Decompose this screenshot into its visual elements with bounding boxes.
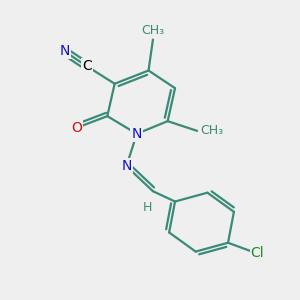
Text: N: N [121, 159, 132, 173]
Text: Cl: Cl [251, 246, 264, 260]
Text: H: H [143, 201, 152, 214]
Text: CH₃: CH₃ [141, 24, 164, 37]
Text: N: N [59, 44, 70, 58]
Text: C: C [82, 59, 92, 73]
Text: O: O [71, 121, 82, 135]
Text: N: N [132, 127, 142, 141]
Text: CH₃: CH₃ [201, 124, 224, 137]
